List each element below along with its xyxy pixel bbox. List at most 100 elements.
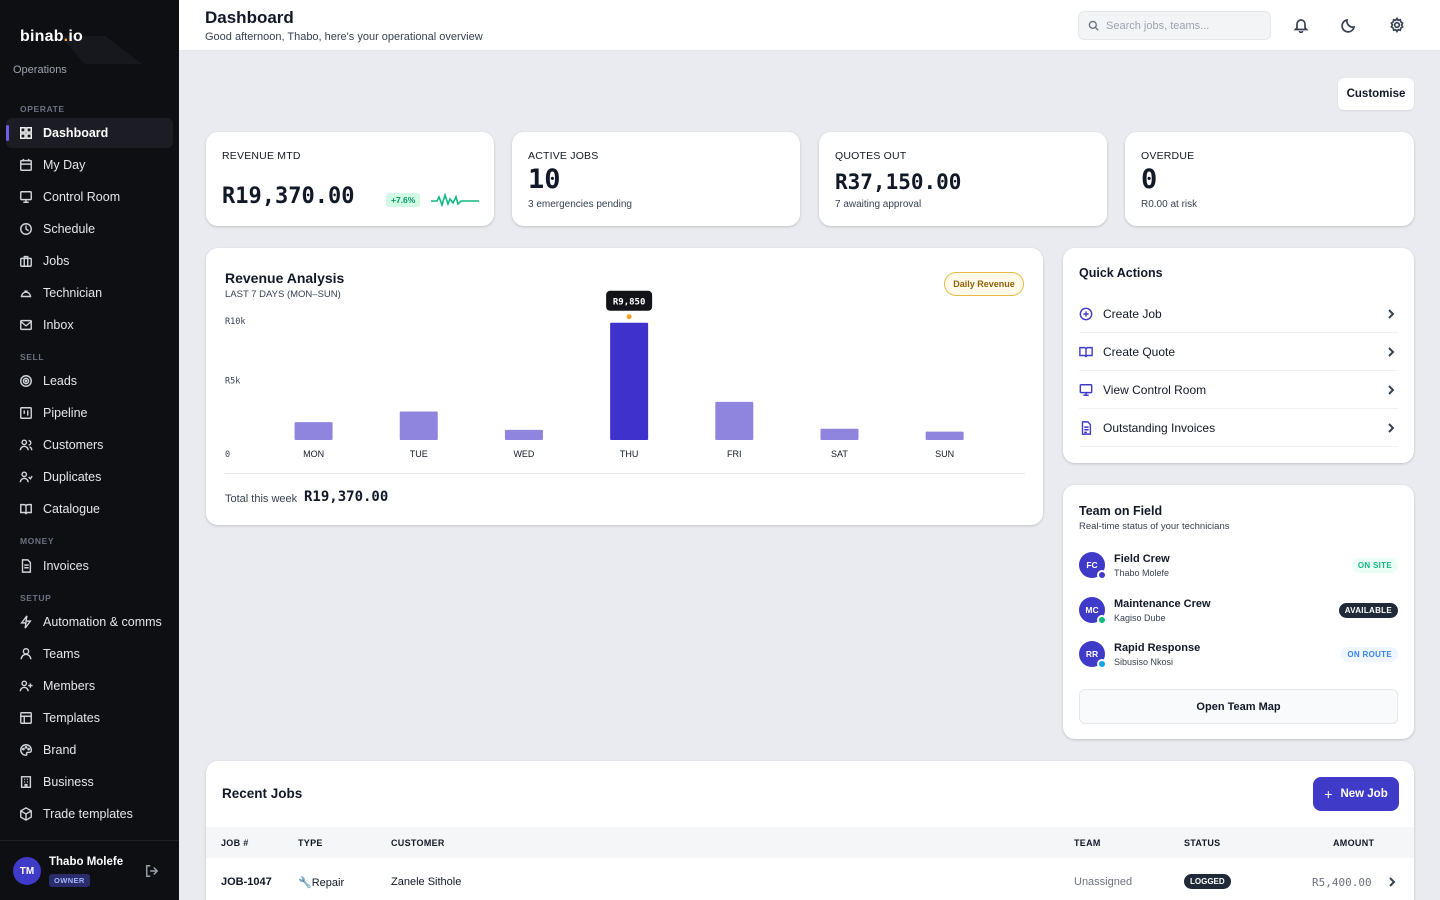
nav-item-brand[interactable]: Brand [6, 735, 173, 765]
status-dot [1097, 615, 1107, 625]
file-text-icon [21, 559, 32, 573]
nav-item-customers[interactable]: Customers [6, 430, 173, 460]
team-title: Team on Field [1079, 504, 1163, 518]
column-header-type[interactable]: TYPE [298, 838, 323, 848]
nav-section-money: MONEY [20, 536, 55, 546]
sparkline-icon [431, 192, 479, 208]
briefcase-icon [20, 255, 32, 267]
nav-item-schedule[interactable]: Schedule [6, 214, 173, 244]
column-header-customer[interactable]: CUSTOMER [391, 838, 445, 848]
stat-value: 0 [1141, 164, 1158, 195]
bar-sat [820, 428, 859, 440]
user-role-badge: OWNER [49, 874, 90, 887]
kanban-icon [20, 407, 32, 419]
highlight-marker [626, 314, 632, 320]
nav-item-control-room[interactable]: Control Room [6, 182, 173, 212]
stat-value: R19,370.00 [222, 184, 355, 209]
bell-icon[interactable] [1293, 17, 1309, 33]
nav-item-leads[interactable]: Leads [6, 366, 173, 396]
nav-item-jobs[interactable]: Jobs [6, 246, 173, 276]
bar-tue [399, 411, 438, 440]
team-on-field-card: Team on Field Real-time status of your t… [1063, 485, 1414, 739]
search-input[interactable] [1106, 19, 1266, 32]
calendar-icon [20, 158, 32, 171]
status-dot [1097, 570, 1107, 580]
chevron-right-icon [1388, 384, 1395, 395]
nav-item-members[interactable]: Members [6, 671, 173, 701]
nav-item-invoices[interactable]: Invoices [6, 551, 173, 581]
table-header: JOB # TYPE CUSTOMER TEAM STATUS AMOUNT [206, 827, 1414, 858]
team-lead: Thabo Molefe [1114, 568, 1170, 578]
team-name: Maintenance Crew [1114, 598, 1211, 610]
moon-icon[interactable] [1341, 17, 1357, 33]
revenue-analysis-card: Revenue Analysis LAST 7 DAYS (MON–SUN) D… [206, 248, 1043, 525]
customise-button[interactable]: Customise [1338, 78, 1414, 110]
status-badge: AVAILABLE [1338, 603, 1398, 618]
bar-mon [294, 422, 333, 440]
nav-item-catalogue[interactable]: Catalogue [6, 494, 173, 524]
workspace-label: Operations [13, 64, 67, 76]
column-header-team[interactable]: TEAM [1074, 838, 1101, 848]
stat-value: 10 [528, 164, 561, 195]
layout-icon [20, 712, 32, 724]
total-label: Total this week [225, 493, 298, 505]
nav-item-business[interactable]: Business [6, 767, 173, 797]
mail-icon [20, 319, 32, 331]
job-number[interactable]: JOB-1047 [221, 876, 272, 888]
logout-icon[interactable] [145, 864, 159, 878]
chevron-right-icon [1388, 308, 1395, 319]
team-row[interactable]: FC Field Crew Thabo Molefe ON SITE [1079, 550, 1398, 580]
nav-item-dashboard[interactable]: Dashboard [6, 118, 173, 148]
nav-item-my-day[interactable]: My Day [6, 150, 173, 180]
stat-card-quotes-out: QUOTES OUT R37,150.00 7 awaiting approva… [819, 132, 1107, 226]
new-job-button[interactable]: + New Job [1313, 777, 1399, 811]
daily-revenue-toggle[interactable]: Daily Revenue [944, 272, 1024, 296]
team-subtitle: Real-time status of your technicians [1079, 521, 1230, 532]
job-type: 🔧Repair [298, 877, 345, 889]
column-header-status[interactable]: STATUS [1184, 838, 1221, 848]
nav-item-templates[interactable]: Templates [6, 703, 173, 733]
quick-action-create-quote[interactable]: Create Quote [1079, 333, 1398, 371]
column-header-amount[interactable]: AMOUNT [1333, 838, 1375, 848]
quick-action-view-control-room[interactable]: View Control Room [1079, 371, 1398, 409]
column-header-job[interactable]: JOB # [221, 838, 249, 848]
stat-card-active-jobs: ACTIVE JOBS 10 3 emergencies pending [512, 132, 800, 226]
package-icon [20, 807, 32, 821]
x-tick-label: FRI [727, 449, 742, 459]
clock-icon [20, 223, 32, 235]
wrench-icon: 🔧 [298, 877, 312, 889]
user-panel: TM Thabo Molefe OWNER [0, 840, 179, 900]
x-tick-label: THU [620, 449, 639, 459]
search-box[interactable] [1078, 11, 1271, 40]
team-lead: Kagiso Dube [1114, 613, 1166, 623]
nav-item-technician[interactable]: Technician [6, 278, 173, 308]
total-value: R19,370.00 [304, 489, 389, 505]
team-name: Rapid Response [1114, 642, 1201, 654]
stat-value: R37,150.00 [835, 170, 962, 194]
user-plus-icon [19, 680, 33, 692]
recent-jobs-title: Recent Jobs [222, 786, 303, 801]
nav-item-teams[interactable]: Teams [6, 639, 173, 669]
gear-icon[interactable] [1389, 17, 1405, 33]
chevron-right-icon[interactable] [1387, 877, 1397, 887]
quick-action-outstanding-invoices[interactable]: Outstanding Invoices [1079, 409, 1398, 447]
open-team-map-button[interactable]: Open Team Map [1079, 689, 1398, 724]
quick-actions-card: Quick Actions Create Job Create Quote Vi… [1063, 248, 1414, 463]
nav-item-inbox[interactable]: Inbox [6, 310, 173, 340]
nav-item-trade-templates[interactable]: Trade templates [6, 799, 173, 829]
plus-circle-icon [1079, 307, 1093, 320]
user-avatar[interactable]: TM [13, 857, 41, 885]
book-open-icon [1079, 346, 1093, 357]
status-badge: LOGGED [1184, 874, 1231, 889]
nav-item-pipeline[interactable]: Pipeline [6, 398, 173, 428]
monitor-icon [1079, 383, 1093, 396]
nav-item-automation[interactable]: Automation & comms [6, 607, 173, 637]
nav-item-duplicates[interactable]: Duplicates [6, 462, 173, 492]
brand-logo[interactable]: binab.io [20, 28, 83, 45]
quick-action-create-job[interactable]: Create Job [1079, 295, 1398, 333]
y-tick-label: 0 [225, 450, 230, 460]
x-tick-label: SAT [831, 449, 848, 459]
team-row[interactable]: MC Maintenance Crew Kagiso Dube AVAILABL… [1079, 595, 1398, 625]
team-row[interactable]: RR Rapid Response Sibusiso Nkosi ON ROUT… [1079, 639, 1398, 669]
search-icon [1088, 20, 1099, 31]
